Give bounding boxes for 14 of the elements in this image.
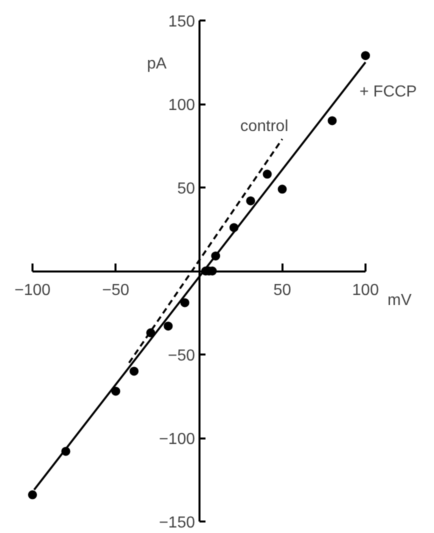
x-tick-label: −50	[102, 282, 130, 299]
x-tick-label: −100	[14, 282, 51, 299]
y-tick-label: −150	[158, 514, 196, 532]
series-label: + FCCP	[360, 83, 417, 100]
y-tick-label: 50	[177, 180, 196, 198]
y-tick-label: 100	[168, 97, 196, 114]
y-axis-title: pA	[147, 56, 167, 72]
series-label: control	[240, 118, 288, 136]
y-tick-label: −50	[168, 348, 196, 364]
x-tick-label: 50	[273, 282, 292, 299]
x-tick-label: 100	[352, 282, 379, 299]
y-tick-label: 150	[168, 14, 196, 30]
x-axis-title: mV	[388, 292, 412, 309]
y-tick-label: −100	[158, 431, 196, 448]
